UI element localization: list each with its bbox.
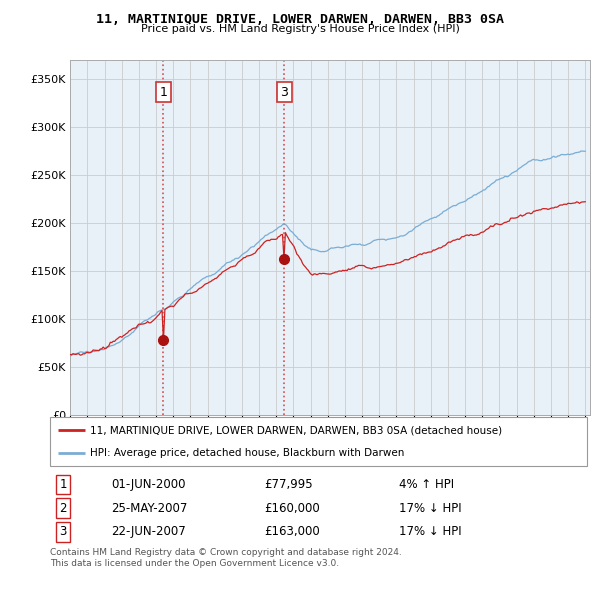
Text: 4% ↑ HPI: 4% ↑ HPI [399, 478, 454, 491]
Text: 01-JUN-2000: 01-JUN-2000 [112, 478, 186, 491]
Text: £160,000: £160,000 [265, 502, 320, 515]
Text: 17% ↓ HPI: 17% ↓ HPI [399, 502, 461, 515]
Text: 1: 1 [160, 86, 167, 99]
Text: HPI: Average price, detached house, Blackburn with Darwen: HPI: Average price, detached house, Blac… [90, 448, 404, 458]
Text: This data is licensed under the Open Government Licence v3.0.: This data is licensed under the Open Gov… [50, 559, 339, 568]
Text: 3: 3 [280, 86, 288, 99]
Text: 11, MARTINIQUE DRIVE, LOWER DARWEN, DARWEN, BB3 0SA: 11, MARTINIQUE DRIVE, LOWER DARWEN, DARW… [96, 13, 504, 26]
Text: Price paid vs. HM Land Registry's House Price Index (HPI): Price paid vs. HM Land Registry's House … [140, 24, 460, 34]
Text: 17% ↓ HPI: 17% ↓ HPI [399, 525, 461, 539]
Text: 1: 1 [59, 478, 67, 491]
Text: 2: 2 [59, 502, 67, 515]
Text: 3: 3 [59, 525, 67, 539]
Text: 22-JUN-2007: 22-JUN-2007 [112, 525, 187, 539]
Text: 11, MARTINIQUE DRIVE, LOWER DARWEN, DARWEN, BB3 0SA (detached house): 11, MARTINIQUE DRIVE, LOWER DARWEN, DARW… [90, 425, 502, 435]
Text: £163,000: £163,000 [265, 525, 320, 539]
Text: Contains HM Land Registry data © Crown copyright and database right 2024.: Contains HM Land Registry data © Crown c… [50, 548, 401, 556]
Text: 25-MAY-2007: 25-MAY-2007 [112, 502, 188, 515]
FancyBboxPatch shape [50, 417, 587, 466]
Text: £77,995: £77,995 [265, 478, 313, 491]
